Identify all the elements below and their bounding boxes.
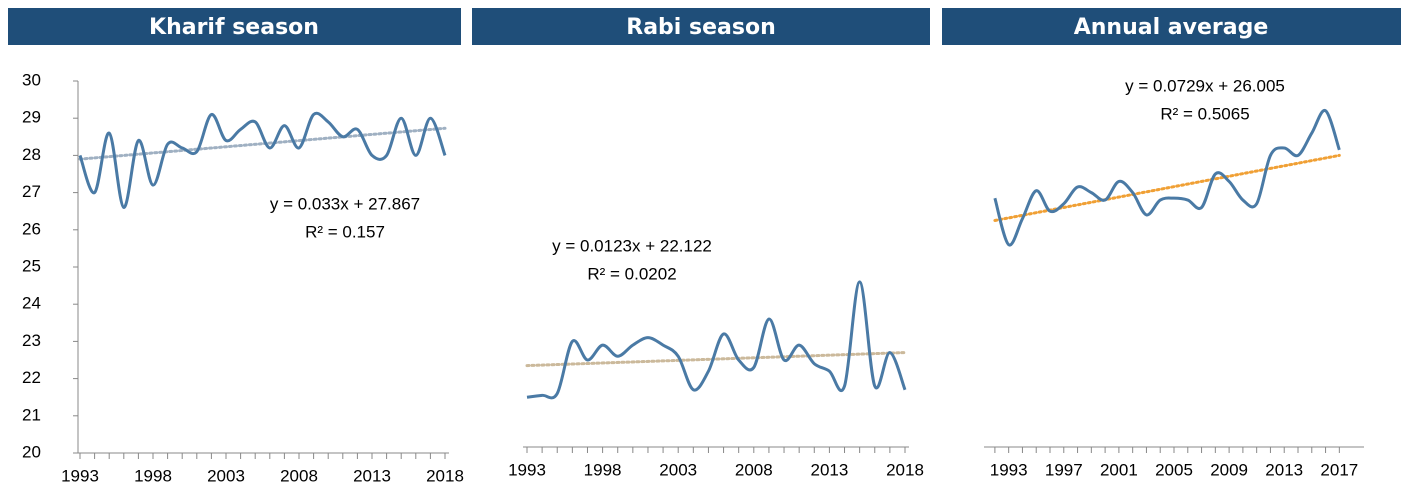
y-tick-label: 30 — [22, 70, 41, 89]
x-tick-label: 2008 — [280, 466, 318, 485]
x-tick-label: 2009 — [1210, 460, 1248, 479]
x-tick-label: 1998 — [584, 460, 622, 479]
x-tick-label: 1997 — [1045, 460, 1083, 479]
x-tick-label: 2018 — [426, 466, 464, 485]
trend-equation: y = 0.033x + 27.867 — [270, 194, 420, 213]
x-tick-label: 2003 — [659, 460, 697, 479]
trend-line — [78, 126, 447, 161]
x-tick-label: 2003 — [207, 466, 245, 485]
trend-equation: y = 0.0123x + 22.122 — [552, 236, 712, 255]
x-tick-label: 2017 — [1320, 460, 1358, 479]
panel-header — [942, 8, 1401, 45]
y-tick-label: 27 — [22, 182, 41, 201]
x-tick-label: 2001 — [1100, 460, 1138, 479]
trend-r-squared: R² = 0.5065 — [1160, 104, 1249, 123]
y-tick-label: 25 — [22, 256, 41, 275]
x-tick-label: 2005 — [1155, 460, 1193, 479]
y-tick-label: 23 — [22, 331, 41, 350]
y-tick-label: 28 — [22, 145, 41, 164]
x-tick-label: 1993 — [508, 460, 546, 479]
data-line — [78, 111, 447, 209]
data-line — [993, 109, 1341, 247]
x-tick-label: 1993 — [990, 460, 1028, 479]
trend-line — [525, 351, 907, 368]
x-tick-label: 1998 — [134, 466, 172, 485]
y-tick-label: 20 — [22, 442, 41, 461]
panel-header — [472, 8, 930, 45]
trend-equation: y = 0.0729x + 26.005 — [1125, 76, 1285, 95]
panel-title: Rabi season — [626, 15, 775, 40]
y-tick-label: 24 — [22, 294, 41, 313]
trend-line — [993, 153, 1341, 222]
trend-r-squared: R² = 0.0202 — [587, 264, 676, 283]
x-tick-label: 2008 — [735, 460, 773, 479]
y-tick-label: 21 — [22, 405, 41, 424]
x-tick-label: 2013 — [353, 466, 391, 485]
x-tick-label: 1993 — [61, 466, 99, 485]
panel-header — [8, 8, 461, 45]
trend-r-squared: R² = 0.157 — [305, 222, 385, 241]
data-line — [526, 280, 907, 400]
panel-title: Kharif season — [149, 15, 319, 40]
x-tick-label: 2018 — [886, 460, 924, 479]
x-tick-label: 2013 — [810, 460, 848, 479]
y-tick-label: 29 — [22, 108, 41, 127]
x-tick-label: 2013 — [1265, 460, 1303, 479]
y-tick-label: 22 — [22, 368, 41, 387]
panel-title: Annual average — [1074, 15, 1269, 40]
y-tick-label: 26 — [22, 219, 41, 238]
